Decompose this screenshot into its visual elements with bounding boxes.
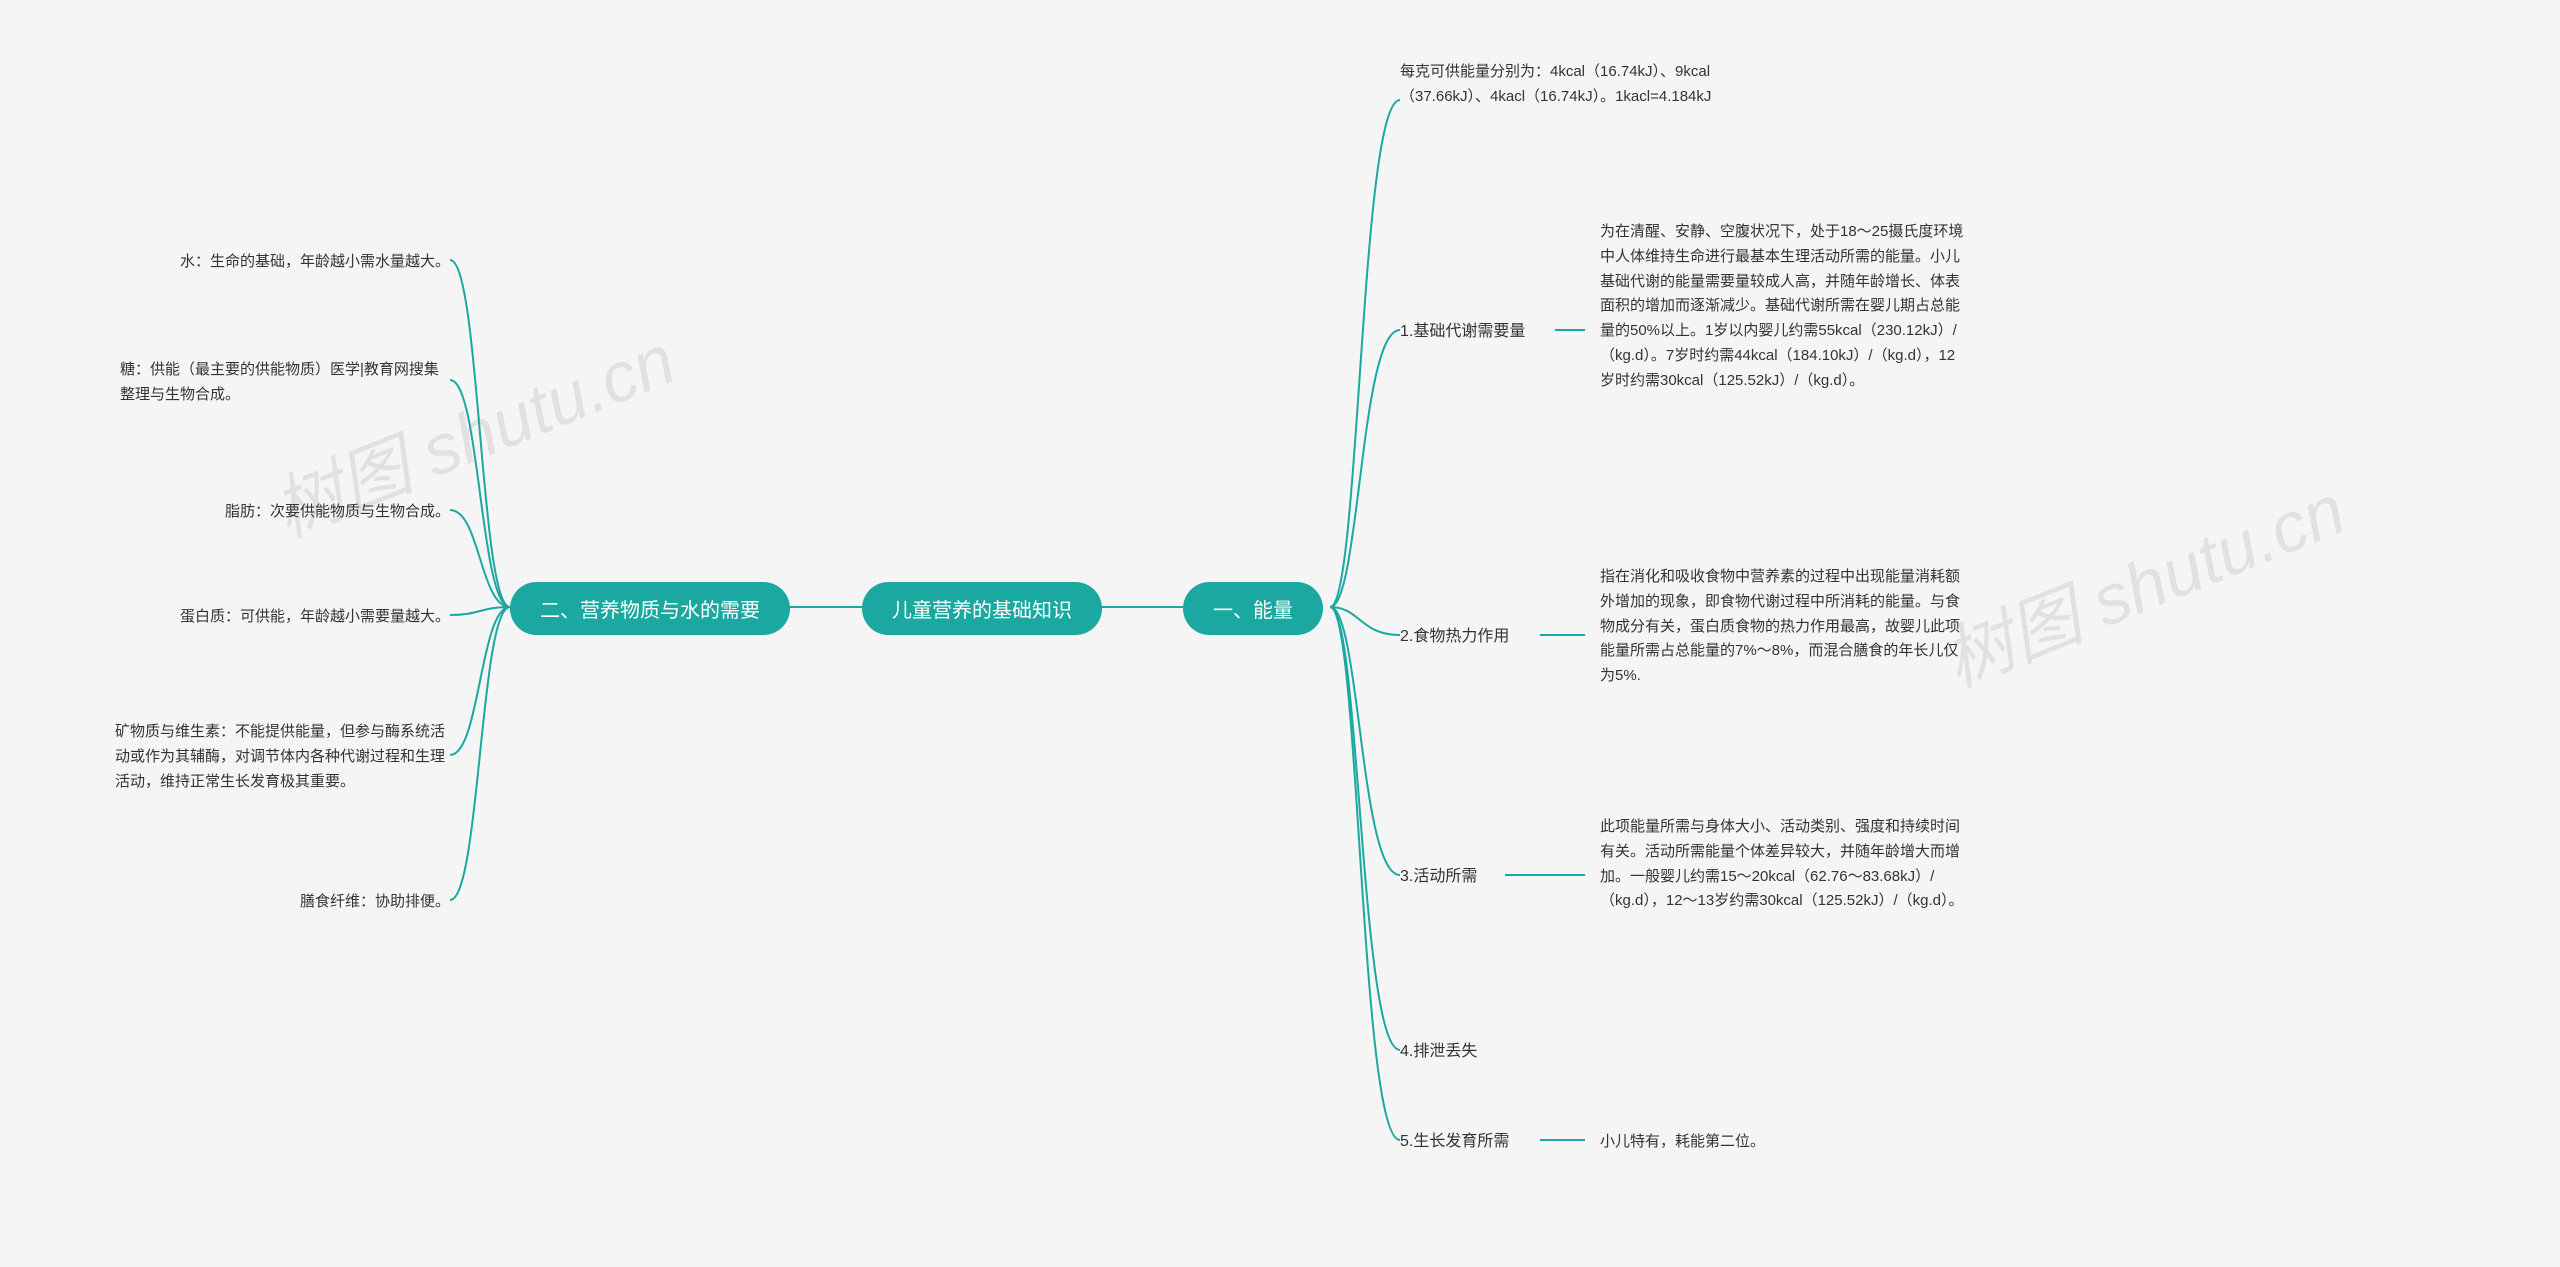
watermark-2: 树图 shutu.cn: [1927, 454, 2358, 707]
left-item-5: 膳食纤维：协助排便。: [120, 890, 450, 915]
right-branch-node: 一、能量: [1183, 582, 1323, 635]
left-branch-node: 二、营养物质与水的需要: [510, 582, 790, 635]
left-item-0: 水：生命的基础，年龄越小需水量越大。: [120, 250, 450, 275]
left-item-1: 糖：供能（最主要的供能物质）医学|教育网搜集整理与生物合成。: [120, 358, 450, 408]
right-item-5-label: 5.生长发育所需: [1400, 1130, 1509, 1154]
right-item-2-label: 2.食物热力作用: [1400, 625, 1509, 649]
right-item-4-label: 4.排泄丢失: [1400, 1040, 1477, 1064]
right-item-1-detail: 为在清醒、安静、空腹状况下，处于18～25摄氏度环境中人体维持生命进行最基本生理…: [1600, 220, 1970, 393]
mindmap-canvas: 树图 shutu.cn 树图 shutu.cn 儿童营养的基础知识 一、能量: [0, 0, 2560, 1267]
right-item-3-detail: 此项能量所需与身体大小、活动类别、强度和持续时间有关。活动所需能量个体差异较大，…: [1600, 815, 1970, 914]
right-item-1-label: 1.基础代谢需要量: [1400, 320, 1525, 344]
left-item-4: 矿物质与维生素：不能提供能量，但参与酶系统活动或作为其辅酶，对调节体内各种代谢过…: [115, 720, 450, 794]
right-branch-label: 一、能量: [1213, 594, 1293, 623]
left-branch-label: 二、营养物质与水的需要: [540, 594, 760, 623]
root-label: 儿童营养的基础知识: [892, 594, 1072, 623]
right-item-0: 每克可供能量分别为：4kcal（16.74kJ）、9kcal（37.66kJ）、…: [1400, 60, 1755, 110]
left-item-2: 脂肪：次要供能物质与生物合成。: [120, 500, 450, 525]
left-item-3: 蛋白质：可供能，年龄越小需要量越大。: [120, 605, 450, 630]
right-item-3-label: 3.活动所需: [1400, 865, 1477, 889]
right-item-2-detail: 指在消化和吸收食物中营养素的过程中出现能量消耗额外增加的现象，即食物代谢过程中所…: [1600, 565, 1970, 689]
right-item-5-detail: 小儿特有，耗能第二位。: [1600, 1130, 1765, 1155]
root-node: 儿童营养的基础知识: [862, 582, 1102, 635]
